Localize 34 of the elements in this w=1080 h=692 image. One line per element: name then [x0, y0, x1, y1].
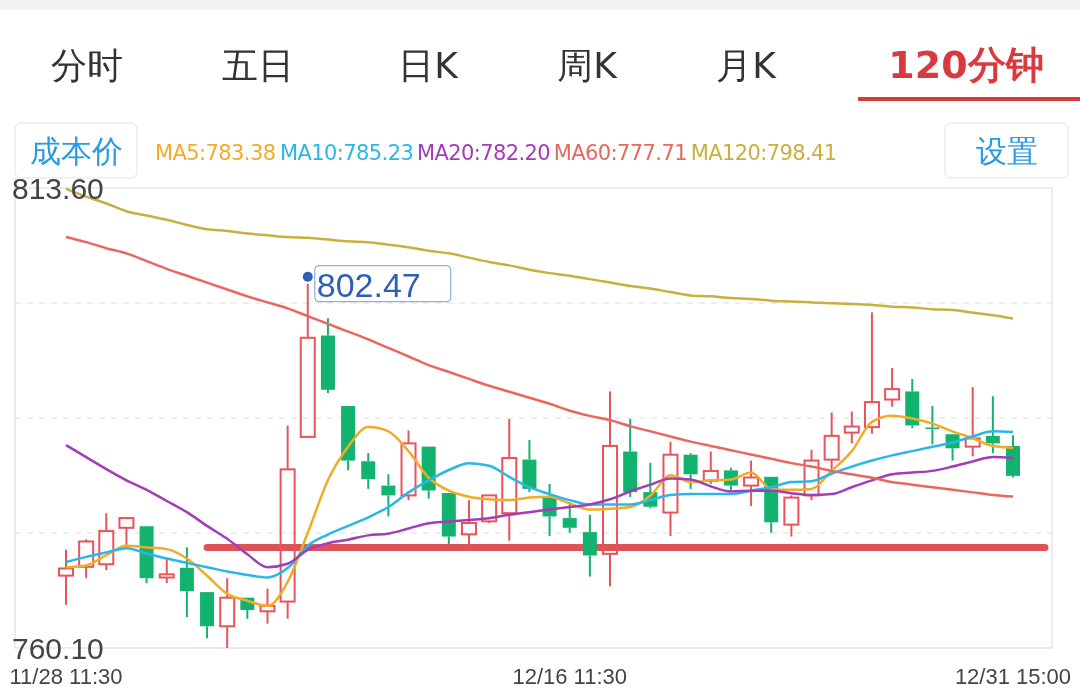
candlestick — [662, 440, 679, 537]
y-tick-label: 760.10 — [12, 631, 104, 665]
candlestick — [501, 418, 518, 542]
text: MA60:777.71 — [553, 141, 687, 165]
x-tick-label: 12/16 11:30 — [512, 664, 628, 689]
text: MA5:783.38 — [155, 141, 276, 165]
text: MA120:798.41 — [690, 141, 837, 165]
candlestick — [925, 405, 940, 446]
text: 周K — [557, 45, 619, 86]
text: MA10:785.23 — [280, 141, 414, 165]
text: 分时 — [51, 45, 123, 86]
x-tick-label: 11/28 11:30 — [9, 664, 123, 689]
text: 日K — [398, 45, 460, 86]
candlestick — [905, 378, 920, 430]
candlestick — [259, 587, 276, 625]
line-series — [64, 235, 1015, 498]
annotation: 802.47 — [316, 265, 421, 304]
text: 设置 — [975, 133, 1038, 169]
candlestick — [863, 311, 880, 435]
candlestick — [219, 577, 236, 649]
y-tick-label: 813.60 — [12, 171, 104, 205]
text: 五日 — [222, 45, 294, 86]
x-tick-label: 12/31 15:00 — [954, 664, 1072, 689]
candlestick — [179, 546, 194, 619]
text: 120分钟 — [888, 43, 1044, 87]
candlestick — [381, 473, 396, 518]
candlestick — [582, 513, 597, 578]
candlestick — [361, 452, 376, 490]
text: 月K — [716, 45, 778, 86]
text: 成本价 — [29, 133, 123, 169]
candlestick — [783, 494, 800, 538]
line-series — [64, 430, 1015, 579]
candlestick — [58, 548, 74, 606]
text: MA20:782.20 — [416, 141, 551, 165]
